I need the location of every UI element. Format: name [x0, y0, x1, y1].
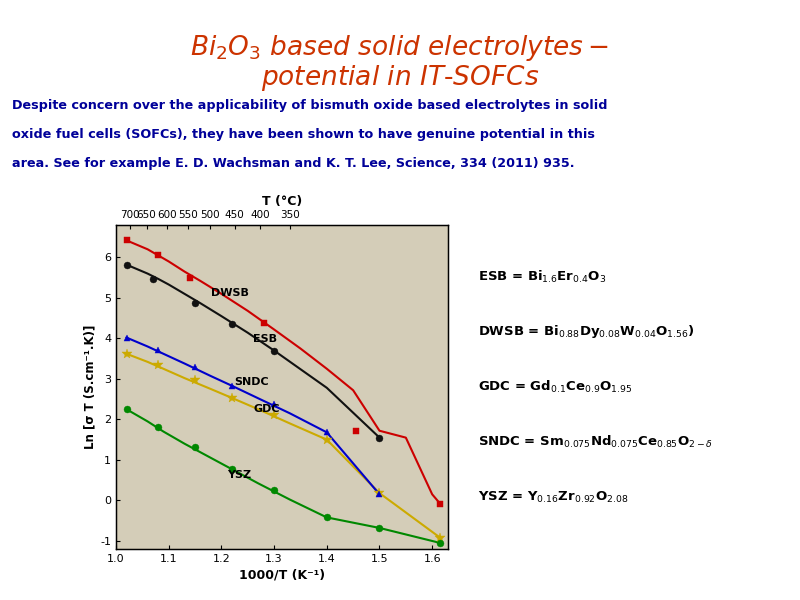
- Text: ESB: ESB: [253, 334, 277, 344]
- Text: SNDC = Sm$_{0.075}$Nd$_{0.075}$Ce$_{0.85}$O$_{2-δ}$: SNDC = Sm$_{0.075}$Nd$_{0.075}$Ce$_{0.85…: [478, 434, 713, 450]
- Text: ESB = Bi$_{1.6}$Er$_{0.4}$O$_3$: ESB = Bi$_{1.6}$Er$_{0.4}$O$_3$: [478, 269, 606, 285]
- Text: GDC: GDC: [253, 404, 279, 414]
- Text: $\it{Bi_2O_3}$$\it{\ based\ solid\ electrolytes-}$: $\it{Bi_2O_3}$$\it{\ based\ solid\ elect…: [190, 33, 610, 63]
- Text: DWSB = Bi$_{0.88}$Dy$_{0.08}$W$_{0.04}$O$_{1.56}$): DWSB = Bi$_{0.88}$Dy$_{0.08}$W$_{0.04}$O…: [478, 323, 694, 340]
- Text: YSZ = Y$_{0.16}$Zr$_{0.92}$O$_{2.08}$: YSZ = Y$_{0.16}$Zr$_{0.92}$O$_{2.08}$: [478, 490, 628, 505]
- Text: Despite concern over the applicability of bismuth oxide based electrolytes in so: Despite concern over the applicability o…: [12, 99, 607, 112]
- X-axis label: T (°C): T (°C): [262, 194, 302, 208]
- Text: DWSB: DWSB: [211, 288, 249, 298]
- Text: SNDC: SNDC: [234, 377, 269, 387]
- Text: GDC = Gd$_{0.1}$Ce$_{0.9}$O$_{1.95}$: GDC = Gd$_{0.1}$Ce$_{0.9}$O$_{1.95}$: [478, 379, 632, 395]
- Text: area. See for example E. D. Wachsman and K. T. Lee, Science, 334 (2011) 935.: area. See for example E. D. Wachsman and…: [12, 157, 574, 170]
- Text: YSZ: YSZ: [226, 470, 250, 480]
- Text: $\it{potential\ in\ IT}$$\it{\text{-}}$$\it{SOFCs}$: $\it{potential\ in\ IT}$$\it{\text{-}}$$…: [261, 63, 539, 93]
- X-axis label: 1000/T (K⁻¹): 1000/T (K⁻¹): [239, 568, 325, 581]
- Text: oxide fuel cells (SOFCs), they have been shown to have genuine potential in this: oxide fuel cells (SOFCs), they have been…: [12, 128, 595, 141]
- Y-axis label: Ln [σ T (S.cm⁻¹.K)]: Ln [σ T (S.cm⁻¹.K)]: [83, 325, 96, 449]
